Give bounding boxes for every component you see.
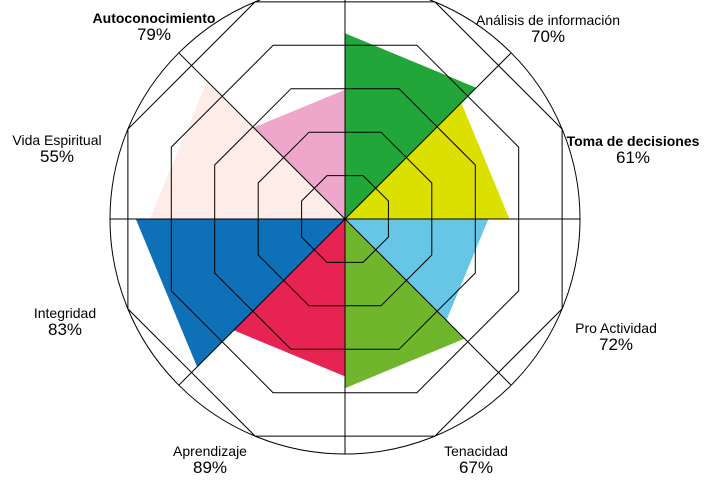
segment-autoconocimiento [345, 33, 477, 219]
category-value: 70% [530, 26, 566, 46]
category-value: 72% [598, 334, 634, 354]
category-label-aprendizaje: Aprendizaje 89% [173, 444, 247, 477]
segment-pro-actividad [345, 219, 465, 389]
category-name: Integridad [33, 305, 97, 321]
category-name: Toma de decisiones [566, 133, 700, 149]
grid-ring-1 [301, 175, 389, 263]
category-value: 55% [39, 146, 75, 166]
category-label-autoconocimiento: Autoconocimiento 79% [93, 11, 216, 44]
segment-aprendizaje [135, 219, 345, 367]
category-value: 61% [615, 147, 651, 167]
grid-spoke-2 [344, 52, 512, 220]
category-value: 79% [136, 24, 172, 44]
category-label-pro-actividad: Pro Actividad 72% [575, 321, 657, 354]
category-value: 67% [458, 457, 494, 477]
category-label-toma-decisiones: Toma de decisiones 61% [567, 134, 700, 167]
category-label-tenacidad: Tenacidad 67% [444, 444, 508, 477]
grid-ring-3 [214, 88, 476, 350]
grid-spoke-4 [344, 218, 512, 386]
category-value: 83% [47, 319, 83, 339]
category-label-vida-espiritual: Vida Espiritual 55% [12, 133, 101, 166]
category-name: Autoconocimiento [92, 10, 216, 26]
category-name: Tenacidad [444, 443, 508, 459]
grid-spoke-6 [178, 218, 346, 386]
category-label-integridad: Integridad 83% [34, 306, 96, 339]
segment-tenacidad [233, 219, 345, 377]
grid-spoke-8 [178, 52, 346, 220]
category-name: Vida Espiritual [12, 132, 102, 148]
grid-ring-4 [170, 44, 520, 394]
radar-segments [135, 33, 510, 389]
segment-analisis-de-informacion [345, 102, 510, 219]
category-name: Análisis de información [476, 12, 620, 28]
radar-grid [109, 0, 581, 455]
category-name: Pro Actividad [575, 320, 657, 336]
grid-ring-2 [257, 131, 433, 307]
segment-vida-espiritual [253, 89, 345, 219]
category-value: 89% [192, 457, 228, 477]
segment-integridad [149, 81, 345, 219]
category-label-analisis: Análisis de información 70% [476, 13, 620, 46]
category-name: Aprendizaje [173, 443, 247, 459]
